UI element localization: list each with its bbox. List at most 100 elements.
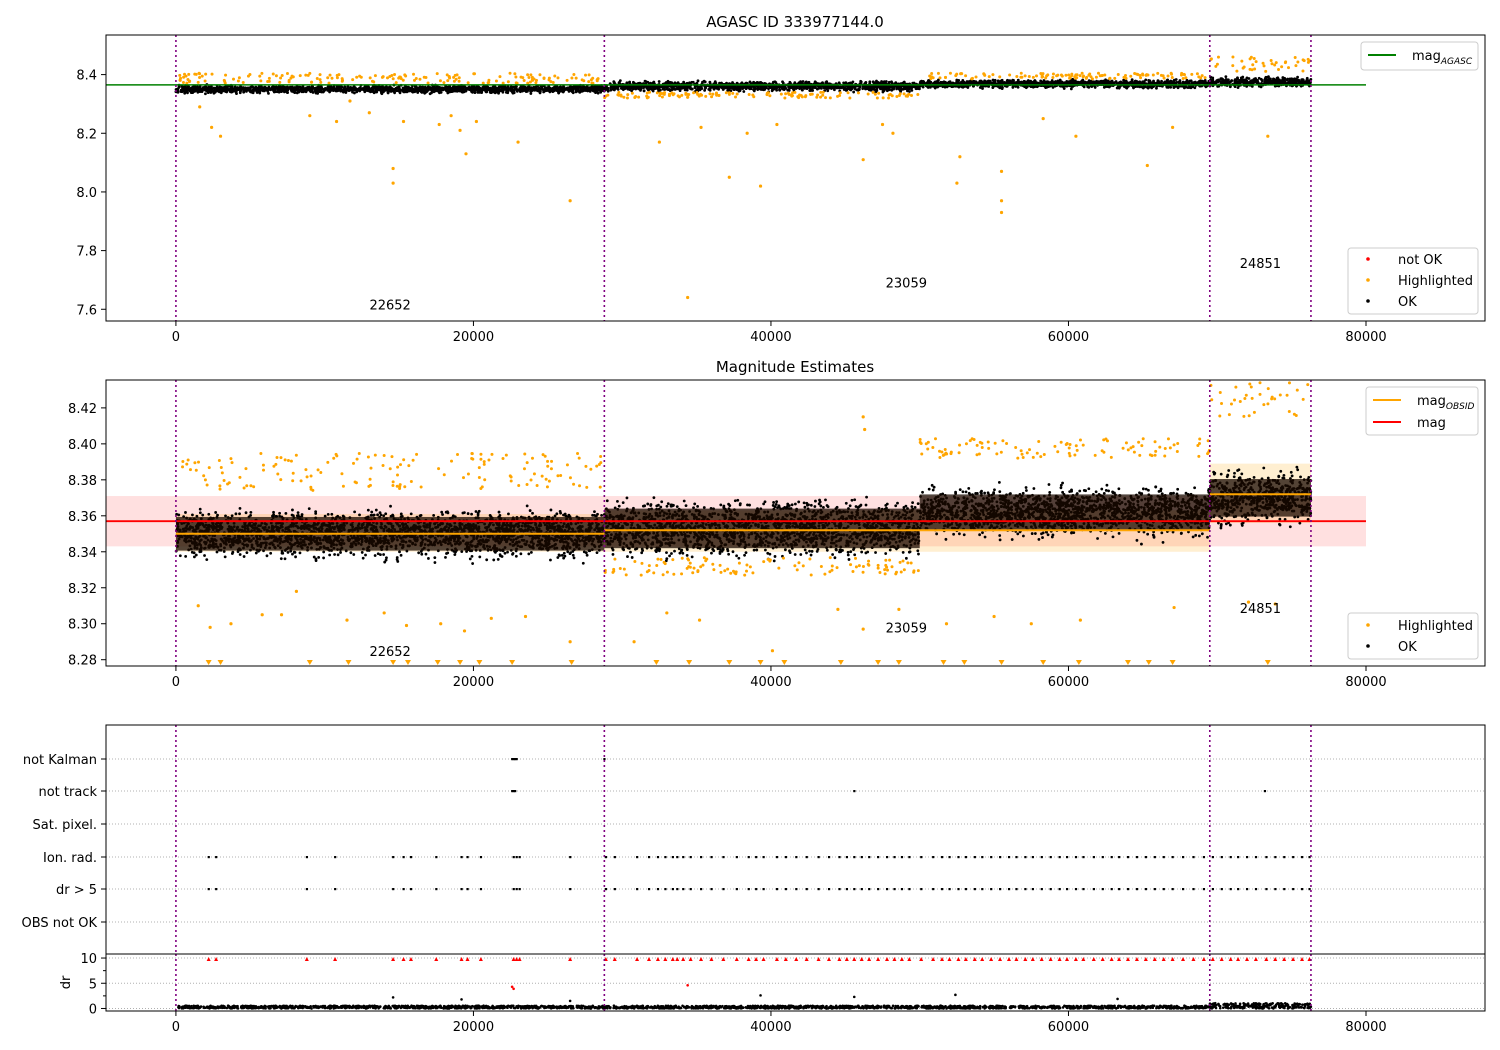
ok-point — [612, 80, 616, 84]
ok-point — [528, 86, 532, 90]
highlighted-point — [790, 93, 794, 97]
ok-point — [687, 85, 691, 89]
ok-point — [382, 87, 386, 90]
ok-point — [881, 90, 885, 94]
ok-point — [193, 89, 197, 93]
ok-point — [1146, 86, 1150, 90]
highlighted-point — [526, 81, 530, 85]
highlighted-point — [1085, 75, 1089, 79]
ok-point — [871, 87, 875, 90]
highlighted-point — [645, 91, 649, 95]
highlighted-outlier — [775, 122, 779, 127]
highlighted-point — [1094, 75, 1098, 79]
highlighted-outlier — [1171, 125, 1175, 129]
ok-point — [626, 87, 630, 91]
ok-point — [438, 88, 441, 92]
highlighted-point — [1034, 74, 1038, 78]
ok-point — [1122, 78, 1126, 82]
ok-point — [406, 89, 410, 93]
ok-point — [538, 91, 542, 95]
ok-point — [421, 86, 425, 90]
highlighted-point — [660, 95, 664, 99]
ok-point — [337, 86, 341, 90]
highlighted-point — [766, 91, 770, 95]
ok-point — [363, 89, 366, 92]
ok-point — [727, 85, 731, 89]
highlighted-point — [974, 75, 978, 79]
highlighted-point — [565, 78, 569, 82]
ok-point — [473, 91, 477, 95]
ok-point — [1250, 81, 1254, 85]
ok-point — [1142, 80, 1146, 83]
ok-point — [1221, 80, 1225, 84]
ok-point — [280, 90, 283, 93]
highlighted-point — [246, 74, 250, 78]
ok-point — [818, 85, 821, 89]
ok-point — [196, 90, 200, 94]
ok-point — [1233, 85, 1237, 89]
ok-point — [609, 88, 613, 92]
ok-point — [1224, 78, 1228, 81]
ok-point — [296, 86, 300, 90]
highlighted-point — [1248, 57, 1252, 61]
highlighted-point — [1124, 76, 1128, 80]
ok-point — [695, 81, 699, 85]
ok-point — [1225, 80, 1229, 83]
highlighted-point — [793, 90, 797, 94]
highlighted-point — [685, 92, 689, 96]
ok-point — [722, 84, 726, 88]
ok-point — [714, 81, 718, 85]
highlighted-point — [198, 76, 202, 80]
ok-point — [510, 87, 514, 91]
ok-point — [1182, 86, 1186, 90]
highlighted-point — [596, 77, 600, 81]
ok-point — [1282, 78, 1286, 82]
ok-point — [462, 90, 466, 94]
ok-point — [507, 87, 511, 91]
highlighted-point — [200, 74, 204, 78]
ok-point — [630, 89, 634, 93]
ok-point — [1172, 79, 1175, 83]
ok-point — [596, 91, 600, 95]
ok-point — [551, 90, 555, 94]
highlighted-point — [412, 78, 416, 82]
ok-point — [820, 86, 823, 90]
highlighted-point — [1008, 73, 1012, 77]
ok-point — [424, 88, 428, 91]
ok-point — [926, 80, 930, 84]
ok-point — [811, 86, 814, 90]
highlighted-point — [457, 76, 461, 80]
highlighted-point — [686, 95, 690, 99]
ok-point — [455, 89, 459, 93]
ok-point — [325, 87, 329, 91]
highlighted-point — [1306, 60, 1310, 64]
ok-point — [859, 79, 863, 83]
ok-point — [850, 81, 854, 85]
ok-point — [732, 85, 736, 89]
highlighted-point — [404, 74, 408, 78]
ok-point — [1001, 86, 1004, 89]
highlighted-point — [887, 96, 891, 100]
ok-point — [936, 85, 940, 89]
ok-point — [346, 87, 349, 91]
highlighted-point — [625, 96, 629, 100]
ok-point — [245, 88, 249, 92]
ok-point — [374, 88, 378, 92]
highlighted-point — [1103, 73, 1107, 77]
ok-point — [529, 92, 533, 95]
ok-point — [703, 80, 707, 84]
ok-point — [574, 88, 578, 92]
highlighted-point — [930, 71, 934, 75]
highlighted-outlier — [218, 134, 223, 138]
highlighted-point — [285, 72, 289, 76]
ok-point — [206, 91, 210, 95]
ok-point — [233, 88, 237, 91]
ok-point — [987, 85, 991, 88]
highlighted-point — [809, 92, 813, 96]
ok-point — [183, 91, 187, 95]
ok-point — [1093, 81, 1097, 85]
ok-point — [616, 87, 620, 91]
highlighted-point — [1301, 69, 1305, 73]
highlighted-point — [582, 79, 586, 83]
ok-point — [196, 88, 200, 92]
